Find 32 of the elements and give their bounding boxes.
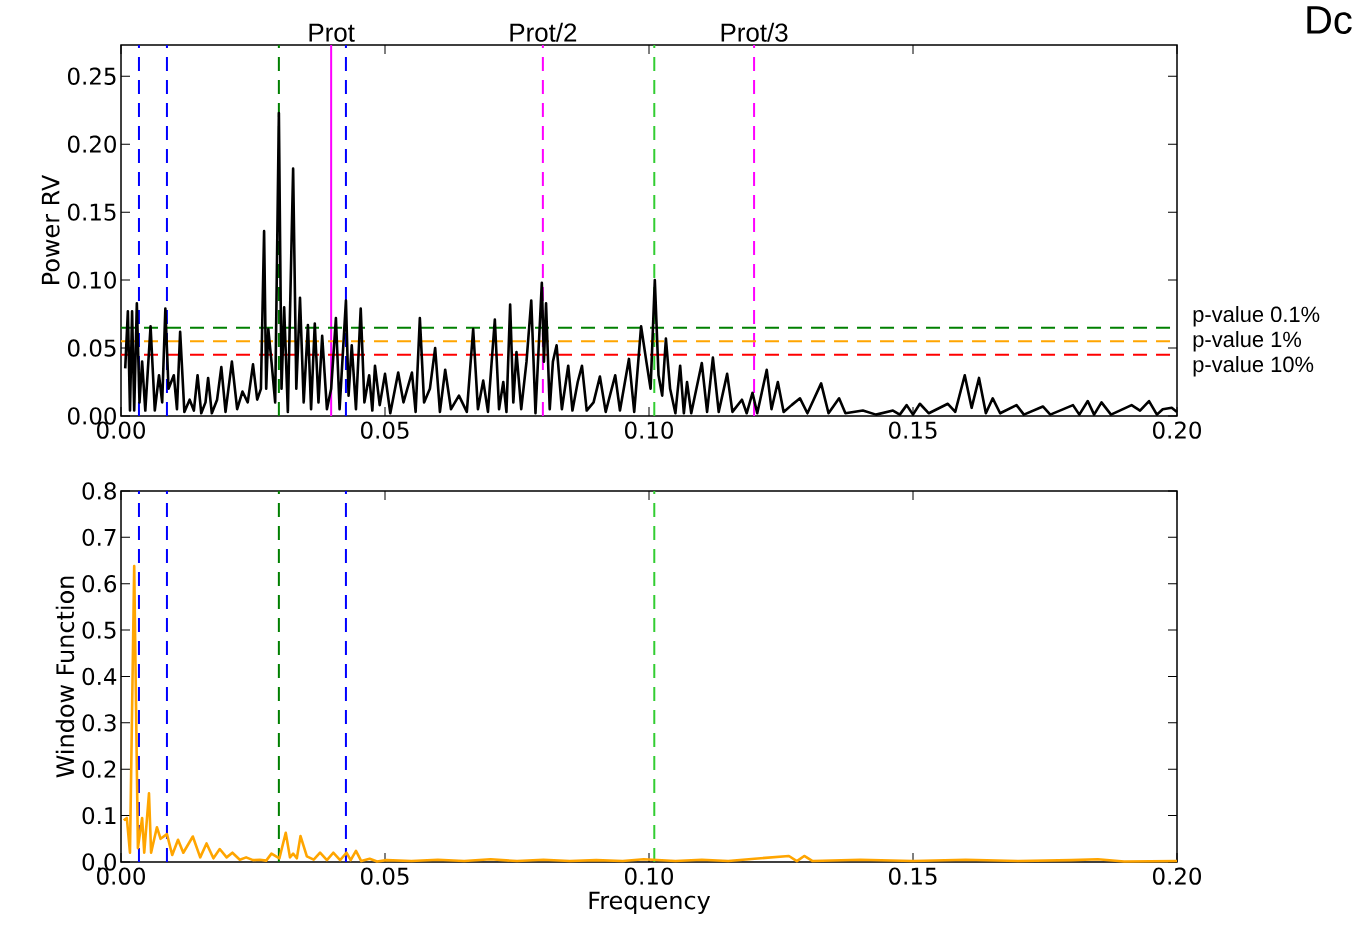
x-tick-label: 0.10 xyxy=(625,867,673,885)
ref-line-label: Prot xyxy=(309,23,355,42)
y-tick-label: 0.4 xyxy=(82,667,117,686)
y-tick-label: 0.20 xyxy=(67,135,116,153)
y-tick-label: 0.1 xyxy=(82,806,116,825)
x-tick-label: 0.15 xyxy=(889,421,937,439)
x-tick-label: 0.10 xyxy=(625,421,673,439)
x-axis-title: Frequency xyxy=(589,891,711,915)
y-axis-title: Window Function xyxy=(55,576,75,778)
ref-line-label: Prot/3 xyxy=(721,22,788,42)
x-tick-label: 0.20 xyxy=(1153,421,1201,439)
y-tick-label: 0.2 xyxy=(82,760,116,778)
x-tick-label: 0.15 xyxy=(889,867,937,885)
x-tick-label: 0.05 xyxy=(361,867,409,885)
ref-line-label: p-value 0.1% xyxy=(1193,306,1320,327)
y-tick-label: 0.3 xyxy=(82,714,116,732)
y-tick-label: 0.05 xyxy=(67,339,116,357)
y-tick-label: 0.8 xyxy=(82,482,116,500)
y-tick-label: 0.15 xyxy=(67,203,116,221)
text: Dc xyxy=(1307,6,1352,34)
y-tick-label: 0.7 xyxy=(82,528,116,547)
line-series xyxy=(122,564,1179,863)
y-tick-label: 0.5 xyxy=(82,621,116,639)
y-tick-label: 0.25 xyxy=(67,67,116,85)
y-tick-label: 0.10 xyxy=(67,271,116,289)
y-tick-label: 0.6 xyxy=(82,575,117,593)
ref-line-label: p-value 10% xyxy=(1193,356,1314,377)
ref-line-label: p-value 1% xyxy=(1193,331,1302,352)
x-tick-label: 0.20 xyxy=(1153,867,1201,885)
y-axis-title: Power RV xyxy=(41,174,60,284)
x-tick-label: 0.05 xyxy=(361,421,409,439)
ref-line-label: Prot/2 xyxy=(510,22,577,42)
